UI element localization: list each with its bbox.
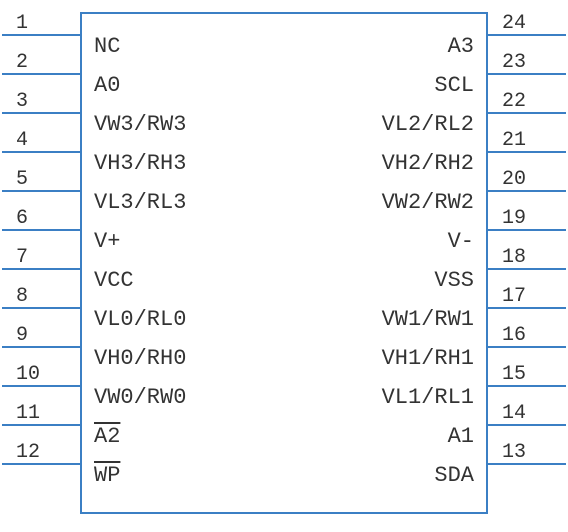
pin-line: [488, 151, 566, 153]
pin-number: 5: [16, 168, 28, 191]
pin-line: [488, 307, 566, 309]
pin-label: A1: [448, 424, 474, 449]
pin-number: 18: [502, 246, 526, 269]
pin-number: 12: [16, 441, 40, 464]
pin-label: VW0/RW0: [94, 385, 186, 410]
pin-label: WP: [94, 463, 120, 488]
pin-number: 24: [502, 12, 526, 35]
pin-number: 13: [502, 441, 526, 464]
pin-line: [2, 463, 80, 465]
pin-number: 2: [16, 51, 28, 74]
pin-number: 9: [16, 324, 28, 347]
pin-number: 6: [16, 207, 28, 230]
pin-line: [2, 307, 80, 309]
pin-label: SCL: [434, 73, 474, 98]
pin-line: [2, 73, 80, 75]
pin-number: 7: [16, 246, 28, 269]
pin-line: [488, 190, 566, 192]
pin-line: [2, 190, 80, 192]
pin-label: VH0/RH0: [94, 346, 186, 371]
pin-label: NC: [94, 34, 120, 59]
pin-label: VW2/RW2: [382, 190, 474, 215]
pin-number: 17: [502, 285, 526, 308]
pin-label: VSS: [434, 268, 474, 293]
pin-line: [488, 229, 566, 231]
pin-line: [488, 268, 566, 270]
pin-label: VW3/RW3: [94, 112, 186, 137]
pin-line: [488, 73, 566, 75]
pin-label: A3: [448, 34, 474, 59]
pin-label: A0: [94, 73, 120, 98]
chip-pinout-diagram: 1 NC 2 A0 3 VW3/RW3 4 VH3/RH3 5 VL3/RL3 6 V+ 7 VCC 8 VL…: [0, 0, 568, 532]
pin-number: 11: [16, 402, 40, 425]
pin-number: 21: [502, 129, 526, 152]
pin-line: [2, 112, 80, 114]
pin-number: 14: [502, 402, 526, 425]
pin-label: VH3/RH3: [94, 151, 186, 176]
pin-number: 22: [502, 90, 526, 113]
pin-number: 16: [502, 324, 526, 347]
pin-line: [2, 385, 80, 387]
pin-label: VL3/RL3: [94, 190, 186, 215]
pin-label: VW1/RW1: [382, 307, 474, 332]
pin-line: [2, 34, 80, 36]
pin-label: VL0/RL0: [94, 307, 186, 332]
pin-label: A2: [94, 424, 120, 449]
pin-line: [488, 346, 566, 348]
pin-line: [488, 463, 566, 465]
pin-number: 15: [502, 363, 526, 386]
pin-line: [2, 424, 80, 426]
pin-number: 23: [502, 51, 526, 74]
pin-label: SDA: [434, 463, 474, 488]
pin-line: [2, 229, 80, 231]
pin-line: [2, 346, 80, 348]
pin-line: [2, 268, 80, 270]
pin-number: 3: [16, 90, 28, 113]
pin-number: 10: [16, 363, 40, 386]
pin-number: 1: [16, 12, 28, 35]
pin-label: VH2/RH2: [382, 151, 474, 176]
pin-line: [488, 34, 566, 36]
pin-label: VH1/RH1: [382, 346, 474, 371]
pin-line: [488, 112, 566, 114]
pin-line: [488, 385, 566, 387]
pin-number: 4: [16, 129, 28, 152]
pin-number: 8: [16, 285, 28, 308]
pin-label: VL1/RL1: [382, 385, 474, 410]
pin-line: [488, 424, 566, 426]
pin-line: [2, 151, 80, 153]
pin-number: 20: [502, 168, 526, 191]
pin-number: 19: [502, 207, 526, 230]
pin-label: VL2/RL2: [382, 112, 474, 137]
pin-label: VCC: [94, 268, 134, 293]
chip-body-outline: [80, 12, 488, 514]
pin-label: V+: [94, 229, 120, 254]
pin-label: V-: [448, 229, 474, 254]
